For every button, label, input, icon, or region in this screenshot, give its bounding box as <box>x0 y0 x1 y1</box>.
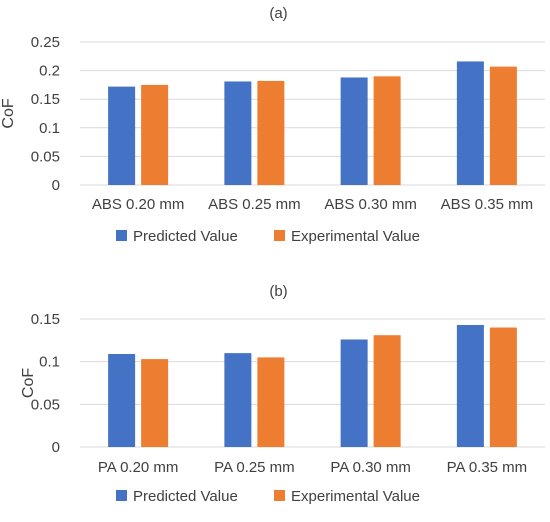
chart-b-bar-predicted <box>340 339 368 447</box>
chart-a-bar-predicted <box>108 86 136 185</box>
chart-b-category-label: PA 0.35 mm <box>447 459 528 476</box>
chart-b-ytick-label: 0.05 <box>31 396 60 413</box>
chart-b-bar-experimental <box>257 357 285 447</box>
chart-b-legend-label-predicted: Predicted Value <box>133 488 238 505</box>
chart-a-category-label: ABS 0.25 mm <box>208 196 301 213</box>
chart-a-bar-predicted <box>456 61 484 186</box>
chart-b-bar-experimental <box>373 335 401 447</box>
chart-b-ytick-label: 0.1 <box>39 354 60 371</box>
chart-a-legend-label-predicted: Predicted Value <box>133 228 238 245</box>
chart-b-ylabel: CoF <box>20 368 37 398</box>
chart-b-ytick-label: 0.15 <box>31 311 60 328</box>
chart-a-category-label: ABS 0.20 mm <box>92 196 185 213</box>
chart-b-bar-predicted <box>456 324 484 447</box>
chart-a-ytick-label: 0.15 <box>31 91 60 108</box>
chart-a-legend-label-experimental: Experimental Value <box>291 228 420 245</box>
chart-a-category-label: ABS 0.30 mm <box>324 196 417 213</box>
chart-a-bar-experimental <box>141 84 169 185</box>
chart-b-category-label: PA 0.30 mm <box>330 459 411 476</box>
chart-b-legend-label-experimental: Experimental Value <box>291 488 420 505</box>
chart-b-bar-experimental <box>141 359 169 447</box>
chart-b-ytick-label: 0 <box>52 439 60 456</box>
chart-b-category-label: PA 0.25 mm <box>214 459 295 476</box>
chart-a-ytick-label: 0.05 <box>31 148 60 165</box>
chart-a-bar-experimental <box>489 66 517 185</box>
chart-a-ytick-label: 0.2 <box>39 63 60 80</box>
chart-b-bar-experimental <box>489 327 517 447</box>
chart-a-legend-swatch-experimental <box>274 230 285 241</box>
chart-b-category-label: PA 0.20 mm <box>98 459 179 476</box>
chart-a-category-label: ABS 0.35 mm <box>441 196 534 213</box>
chart-a-title: (a) <box>269 5 287 22</box>
chart-a-ytick-label: 0.25 <box>31 34 60 51</box>
chart-a-bar-experimental <box>373 76 401 185</box>
chart-a-bar-predicted <box>340 77 368 185</box>
chart-a-bar-predicted <box>224 81 252 185</box>
chart-b-legend-swatch-predicted <box>116 490 127 501</box>
chart-b-bar-predicted <box>108 353 136 447</box>
chart-a-bar-experimental <box>257 80 285 185</box>
chart-b-legend-swatch-experimental <box>274 490 285 501</box>
chart-b-title: (b) <box>269 283 287 300</box>
chart-a-ytick-label: 0.1 <box>39 120 60 137</box>
chart-b-bar-predicted <box>224 353 252 447</box>
chart-a-ylabel: CoF <box>0 98 17 128</box>
chart-a-legend-swatch-predicted <box>116 230 127 241</box>
chart-a-ytick-label: 0 <box>52 177 60 194</box>
